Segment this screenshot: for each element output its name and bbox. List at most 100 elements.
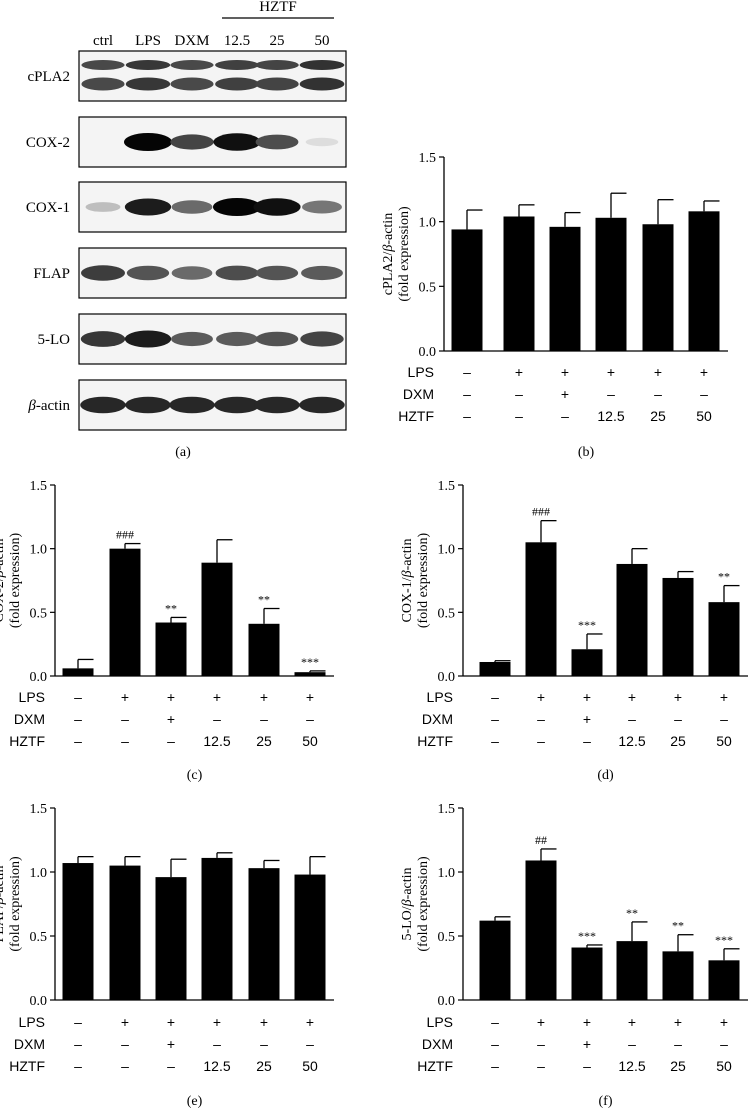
y-tick-label: 0.0 [438, 670, 456, 685]
treatment-row-label: LPS [19, 689, 45, 705]
treatment-cell: – [121, 733, 129, 749]
treatment-cell: + [674, 1014, 682, 1030]
treatment-cell: + [121, 1014, 129, 1030]
y-tick-label: 0.0 [30, 994, 48, 1009]
y-axis-label: COX-1/β-actin [400, 539, 415, 623]
treatment-cell: + [515, 364, 523, 380]
treatment-cell: – [74, 1058, 82, 1074]
treatment-cell: – [121, 1036, 129, 1052]
significance-label: ## [535, 833, 547, 847]
treatment-row-label: HZTF [9, 1058, 45, 1074]
blot-band [214, 396, 260, 414]
treatment-cell: + [561, 364, 569, 380]
treatment-cell: + [583, 1036, 591, 1052]
bar [248, 868, 280, 1000]
treatment-cell: – [260, 1036, 268, 1052]
y-tick-label: 0.0 [438, 994, 456, 1009]
treatment-cell: + [607, 364, 615, 380]
blot-band [253, 198, 301, 216]
blot-band [213, 198, 261, 216]
bar [616, 563, 648, 676]
bar [662, 577, 694, 676]
treatment-cell: 25 [670, 1058, 686, 1074]
treatment-row-label: LPS [19, 1014, 45, 1030]
treatment-cell: 12.5 [618, 733, 645, 749]
bar [525, 860, 557, 1000]
y-axis-label: FLAP/β-actin [0, 866, 7, 943]
blot-band [170, 60, 214, 70]
bar [525, 542, 557, 676]
blot-band [169, 396, 215, 414]
blot-band [170, 134, 214, 150]
treatment-cell: + [561, 386, 569, 402]
treatment-row-label: HZTF [417, 1058, 453, 1074]
y-tick-label: 1.0 [30, 866, 48, 881]
treatment-cell: + [260, 1014, 268, 1030]
y-tick-label: 1.0 [30, 543, 48, 558]
bar [248, 623, 280, 676]
bar [294, 874, 326, 1000]
bar [708, 602, 740, 676]
treatment-row-label: LPS [427, 1014, 453, 1030]
blot-band [125, 396, 171, 414]
blot-band [255, 331, 299, 347]
y-tick-label: 0.0 [30, 670, 48, 685]
blot-row-label: 5-LO [38, 332, 71, 348]
treatment-cell: – [628, 1036, 636, 1052]
treatment-cell: – [491, 733, 499, 749]
y-tick-label: 1.0 [438, 866, 456, 881]
treatment-cell: 50 [716, 1058, 732, 1074]
blot-band [301, 265, 343, 281]
significance-label: *** [578, 929, 596, 943]
treatment-row-label: DXM [422, 711, 453, 727]
bar-chart-panel: 0.0 0.5 1.0 1.5 cPLA2/β-actin (fold expressio… [381, 151, 728, 460]
treatment-cell: 25 [650, 408, 666, 424]
bar [708, 960, 740, 1000]
treatment-cell: + [167, 711, 175, 727]
treatment-row-label: HZTF [9, 733, 45, 749]
y-axis-label-unit: (fold expression) [8, 856, 23, 952]
blot-band [215, 60, 259, 70]
treatment-row-label: DXM [403, 386, 434, 402]
treatment-cell: + [306, 689, 314, 705]
lane-label: 25 [270, 33, 285, 49]
blot-band [81, 265, 125, 281]
blot-row-label: FLAP [33, 266, 70, 282]
treatment-cell: + [628, 689, 636, 705]
treatment-cell: + [628, 1014, 636, 1030]
blot-band [171, 266, 213, 280]
blot-band [170, 77, 214, 91]
treatment-cell: + [167, 1036, 175, 1052]
treatment-cell: + [654, 364, 662, 380]
treatment-cell: – [121, 711, 129, 727]
treatment-cell: + [167, 689, 175, 705]
blot-band [215, 77, 259, 91]
bar [155, 622, 187, 676]
treatment-cell: + [720, 1014, 728, 1030]
bar-chart-panel: 0.0 0.5 1.0 1.5 COX-2/β-actin(fold expressio… [0, 479, 334, 783]
treatment-cell: + [260, 689, 268, 705]
y-tick-label: 1.5 [438, 479, 456, 494]
bar [662, 951, 694, 1000]
treatment-cell: 50 [696, 408, 712, 424]
blot-band [171, 331, 213, 347]
blot-band [216, 331, 258, 347]
blot-band [300, 331, 344, 347]
bar [571, 947, 603, 1000]
treatment-row-label: HZTF [417, 733, 453, 749]
bar [201, 857, 233, 1000]
y-axis-label-unit: (fold expression) [416, 533, 431, 629]
blot-row-label: cPLA2 [28, 69, 71, 85]
treatment-cell: – [515, 408, 523, 424]
significance-label: ** [718, 570, 730, 584]
bar [616, 941, 648, 1000]
treatment-cell: – [654, 386, 662, 402]
blot-band [255, 60, 299, 70]
blot-box [78, 50, 347, 102]
treatment-cell: – [561, 408, 569, 424]
treatment-cell: + [213, 689, 221, 705]
blot-band [255, 134, 299, 150]
y-axis-label: COX-2/β-actin [0, 539, 7, 623]
bar [155, 877, 187, 1000]
